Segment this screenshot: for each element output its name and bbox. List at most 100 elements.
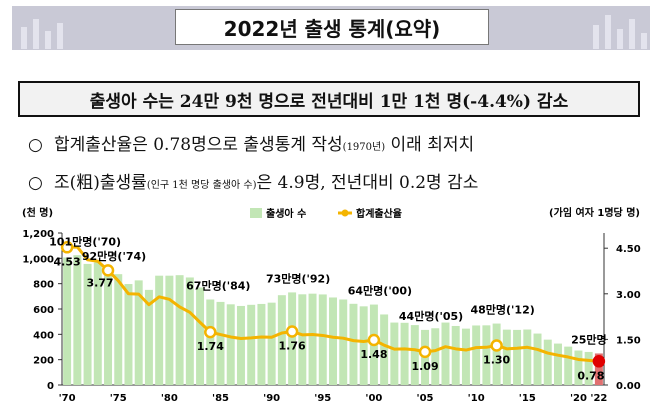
x-axis-tick-label: '70 [59,393,76,404]
bullet-item-tfr: ○ 합계출산율은 0.78명으로 출생통계 작성(1970년) 이래 최저치 [28,130,474,155]
births-bar [236,305,245,385]
births-bar [492,323,501,385]
births-bar [277,295,286,385]
tfr-value-label: 1.09 [411,360,438,373]
births-value-label: 73만명('92) [266,271,330,285]
births-bar [73,255,82,385]
births-bar [533,333,542,385]
births-value-label: 64만명('00) [348,284,412,298]
x-axis-tick-label: '10 [468,393,485,404]
births-bar [216,301,225,385]
banner-stripe [45,31,51,49]
tfr-line [67,245,600,363]
births-bar [441,322,450,385]
tfr-value-label: 1.74 [197,340,224,353]
births-bar [298,294,307,385]
bullet-text: 이래 최저치 [385,135,475,155]
births-tfr-chart: (천 명) (가임 여자 1명당 명) 출생아 수 합계출산율 0 200 400 600 80… [22,206,641,404]
right-axis-unit: (가임 여자 1명당 명) [549,206,640,219]
births-value-label: 101만명('70) [49,234,121,248]
births-bar [175,275,184,385]
births-bar [451,325,460,385]
births-bar [226,304,235,385]
births-bar [104,267,113,385]
left-axis-unit: (천 명) [22,206,53,219]
births-bar [185,277,194,385]
births-bar [543,339,552,385]
x-axis-tick-label: '22 [590,393,607,404]
x-axis-tick-label: '85 [212,393,229,404]
tfr-point [60,241,74,254]
births-value-label: 48만명('12) [470,303,534,317]
tfr-point [204,325,217,339]
tfr-point [490,339,503,352]
x-axis-tick-label: '95 [314,393,331,404]
tfr-point [367,333,381,347]
births-bar [564,346,573,385]
x-axis-tick-label: '20 [570,393,587,404]
births-bar [247,304,256,385]
left-axis-tick-label: 600 [33,305,54,316]
right-axis-tick-label: 1.50 [616,335,641,346]
title-banner: 2022년 출생 통계(요약) [12,6,650,50]
births-bar [308,293,317,385]
x-axis-tick-label: '75 [110,393,127,404]
births-bar [359,306,368,385]
births-bar [318,294,327,385]
bullet-text: 은 4.9명, 전년대비 0.2명 감소 [256,173,479,193]
births-bar [410,325,419,385]
births-bar [155,275,164,385]
births-bar [144,289,153,385]
left-axis-tick-label: 400 [33,330,54,341]
left-axis-tick-label: 200 [33,356,54,367]
births-bar [63,257,72,385]
births-bar [523,329,532,385]
tfr-value-label: 1.48 [360,348,387,361]
banner-stripe [57,23,63,49]
births-bar [380,314,389,385]
births-bar [513,329,522,385]
tfr-value-label: 1.30 [483,353,510,366]
right-axis-tick-label: 3.00 [616,290,641,301]
births-value-label: 44만명('05) [399,309,463,323]
births-bar [461,328,470,385]
x-axis-tick-label: '80 [161,393,178,404]
bullet-note: (인구 1천 명당 출생아 수) [146,180,257,191]
births-bar [196,287,205,385]
left-axis-tick-label: 800 [33,280,54,291]
births-value-label: 25만명 [571,332,607,346]
births-bar [502,329,511,385]
right-axis-tick-label: 0.00 [616,381,641,392]
births-value-label: 67만명('84) [186,279,250,293]
births-bar [329,297,337,385]
births-bar [431,328,440,385]
births-bar [472,325,481,385]
tfr-point [592,355,606,368]
banner-stripe [605,15,611,49]
births-bar [165,275,174,385]
banner-stripe [617,29,623,49]
births-bar [390,322,399,385]
births-bar [553,343,562,385]
left-axis-tick-label: 1,000 [22,254,54,265]
banner-stripe [21,27,27,49]
tfr-value-label: 4.53 [54,255,81,268]
legend-tfr-label: 합계출산율 [356,207,402,220]
births-bar [93,262,102,385]
tfr-point [418,345,432,359]
banner-stripe [641,33,647,49]
births-bar [584,351,593,385]
x-axis-tick-label: '05 [417,393,434,404]
tfr-value-label: 3.77 [86,276,113,289]
births-bar [482,325,491,385]
births-bar [257,303,266,385]
tfr-value-label: 1.76 [279,339,306,352]
bullet-text: 조(粗)출생률 [54,173,147,193]
births-bar [349,303,358,385]
births-bar [124,284,133,385]
bullet-note: (1970년) [342,142,386,153]
births-bar [134,280,143,385]
bullet-text: 합계출산율은 0.78명으로 출생통계 작성 [54,135,343,155]
legend-births-label: 출생아 수 [266,207,306,220]
tfr-point [285,325,299,338]
